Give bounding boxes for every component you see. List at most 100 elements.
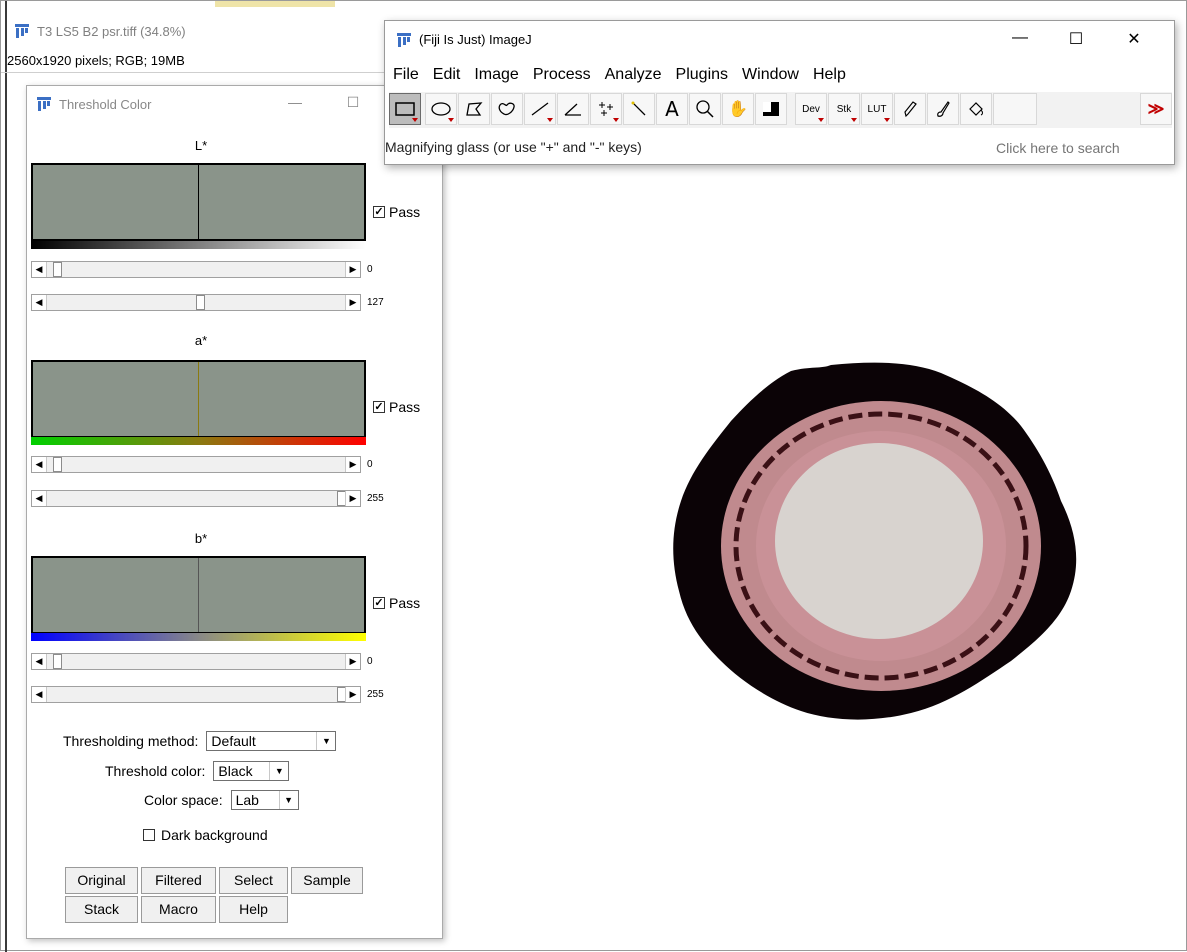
scroll-right-arrow-icon[interactable]: ▶ [345,457,360,472]
macro-button[interactable]: Macro [141,896,216,923]
brush-tool-icon[interactable] [927,93,959,125]
magnifier-tool-icon[interactable] [689,93,721,125]
menu-process[interactable]: Process [532,66,591,83]
scroll-left-arrow-icon[interactable]: ◀ [32,295,47,310]
stk-menu-icon[interactable]: Stk [828,93,860,125]
dev-menu-icon[interactable]: Dev [795,93,827,125]
scroll-left-arrow-icon[interactable]: ◀ [32,457,47,472]
slider-l-min[interactable]: ◀ ▶ [31,261,361,278]
filtered-button[interactable]: Filtered [141,867,216,894]
color-picker-tool-icon[interactable] [755,93,787,125]
thresholding-method-select[interactable]: Default ▼ [206,731,337,751]
hand-tool-icon[interactable]: ✋ [722,93,754,125]
minimize-button[interactable]: — [288,94,302,110]
sample-button[interactable]: Sample [291,867,363,894]
menu-window[interactable]: Window [742,66,799,83]
fiji-icon [15,24,29,38]
rectangle-tool-icon[interactable] [389,93,421,125]
specimen-core [775,443,983,639]
menu-edit[interactable]: Edit [432,66,461,83]
menu-image[interactable]: Image [474,66,519,83]
close-button[interactable]: ✕ [1127,31,1141,48]
threshold-titlebar[interactable]: Threshold Color — ☐ [27,86,442,122]
select-button[interactable]: Select [219,867,288,894]
slider-l-max-value: 127 [367,297,384,308]
gradient-b [31,633,366,641]
slider-thumb[interactable] [53,262,62,277]
empty-tool-slot [993,93,1037,125]
scroll-right-arrow-icon[interactable]: ▶ [345,654,360,669]
multipoint-tool-icon[interactable] [590,93,622,125]
histogram-marker [198,362,199,436]
specimen-image[interactable] [641,331,1091,731]
scroll-left-arrow-icon[interactable]: ◀ [32,262,47,277]
slider-b-max[interactable]: ◀ ▶ [31,686,361,703]
slider-b-max-value: 255 [367,689,384,700]
slider-thumb[interactable] [53,457,62,472]
pencil-tool-icon[interactable] [894,93,926,125]
pass-checkbox-l[interactable]: ✓ Pass [373,204,420,220]
angle-tool-icon[interactable] [557,93,589,125]
histogram-a [31,360,366,438]
status-text: Magnifying glass (or use "+" and "-" key… [385,139,642,155]
text-tool-icon[interactable]: A [656,93,688,125]
polygon-tool-icon[interactable] [458,93,490,125]
image-window-titlebar[interactable]: T3 LS5 B2 psr.tiff (34.8%) [15,21,186,41]
slider-l-max[interactable]: ◀ ▶ [31,294,361,311]
threshold-color-row: Threshold color: Black ▼ [105,761,290,781]
minimize-button[interactable]: — [1012,29,1028,46]
slider-a-min[interactable]: ◀ ▶ [31,456,361,473]
flood-fill-tool-icon[interactable] [960,93,992,125]
fiji-icon [397,33,411,47]
menu-help[interactable]: Help [812,66,846,83]
slider-b-min[interactable]: ◀ ▶ [31,653,361,670]
toolbar: A ✋ Dev Stk LUT ≫ [389,92,1172,128]
oval-tool-icon[interactable] [425,93,457,125]
pass-label: Pass [389,595,421,611]
slider-thumb[interactable] [53,654,62,669]
freehand-tool-icon[interactable] [491,93,523,125]
chevron-down-icon: ▼ [269,762,289,780]
wand-tool-icon[interactable] [623,93,655,125]
menu-file[interactable]: File [393,66,419,83]
slider-a-max[interactable]: ◀ ▶ [31,490,361,507]
dark-background-checkbox[interactable] [143,829,155,841]
color-space-select[interactable]: Lab ▼ [230,790,299,810]
maximize-button[interactable]: ☐ [1068,31,1084,48]
scroll-left-arrow-icon[interactable]: ◀ [32,491,47,506]
search-input[interactable] [994,136,1168,160]
specimen-dark-band [733,411,1029,681]
channel-label-l: L* [194,138,208,153]
pass-checkbox-b[interactable]: ✓ Pass [373,595,420,611]
pass-checkbox-a[interactable]: ✓ Pass [373,399,420,415]
menu-analyze[interactable]: Analyze [604,66,662,83]
lut-menu-icon[interactable]: LUT [861,93,893,125]
channel-label-b: b* [194,531,208,546]
chevron-down-icon: ▼ [316,732,336,750]
stack-button[interactable]: Stack [65,896,138,923]
slider-l-min-value: 0 [367,264,373,275]
slider-thumb[interactable] [196,295,205,310]
histogram-l [31,163,366,241]
scroll-right-arrow-icon[interactable]: ▶ [345,687,360,702]
more-tools-icon[interactable]: ≫ [1140,93,1172,125]
scroll-right-arrow-icon[interactable]: ▶ [345,295,360,310]
threshold-color-label: Threshold color: [105,763,206,779]
help-button[interactable]: Help [219,896,288,923]
threshold-color-select[interactable]: Black ▼ [213,761,290,781]
dark-background-row[interactable]: Dark background [143,827,268,843]
line-tool-icon[interactable] [524,93,556,125]
original-button[interactable]: Original [65,867,138,894]
select-value: Black [218,763,253,779]
gradient-l [31,241,366,249]
maximize-button[interactable]: ☐ [346,94,360,110]
tool-label: Stk [836,103,852,115]
scroll-left-arrow-icon[interactable]: ◀ [32,687,47,702]
scroll-right-arrow-icon[interactable]: ▶ [345,491,360,506]
gradient-a [31,437,366,445]
menu-plugins[interactable]: Plugins [675,66,729,83]
scroll-right-arrow-icon[interactable]: ▶ [345,262,360,277]
pass-label: Pass [389,204,421,220]
scroll-left-arrow-icon[interactable]: ◀ [32,654,47,669]
dark-background-label: Dark background [161,827,268,843]
